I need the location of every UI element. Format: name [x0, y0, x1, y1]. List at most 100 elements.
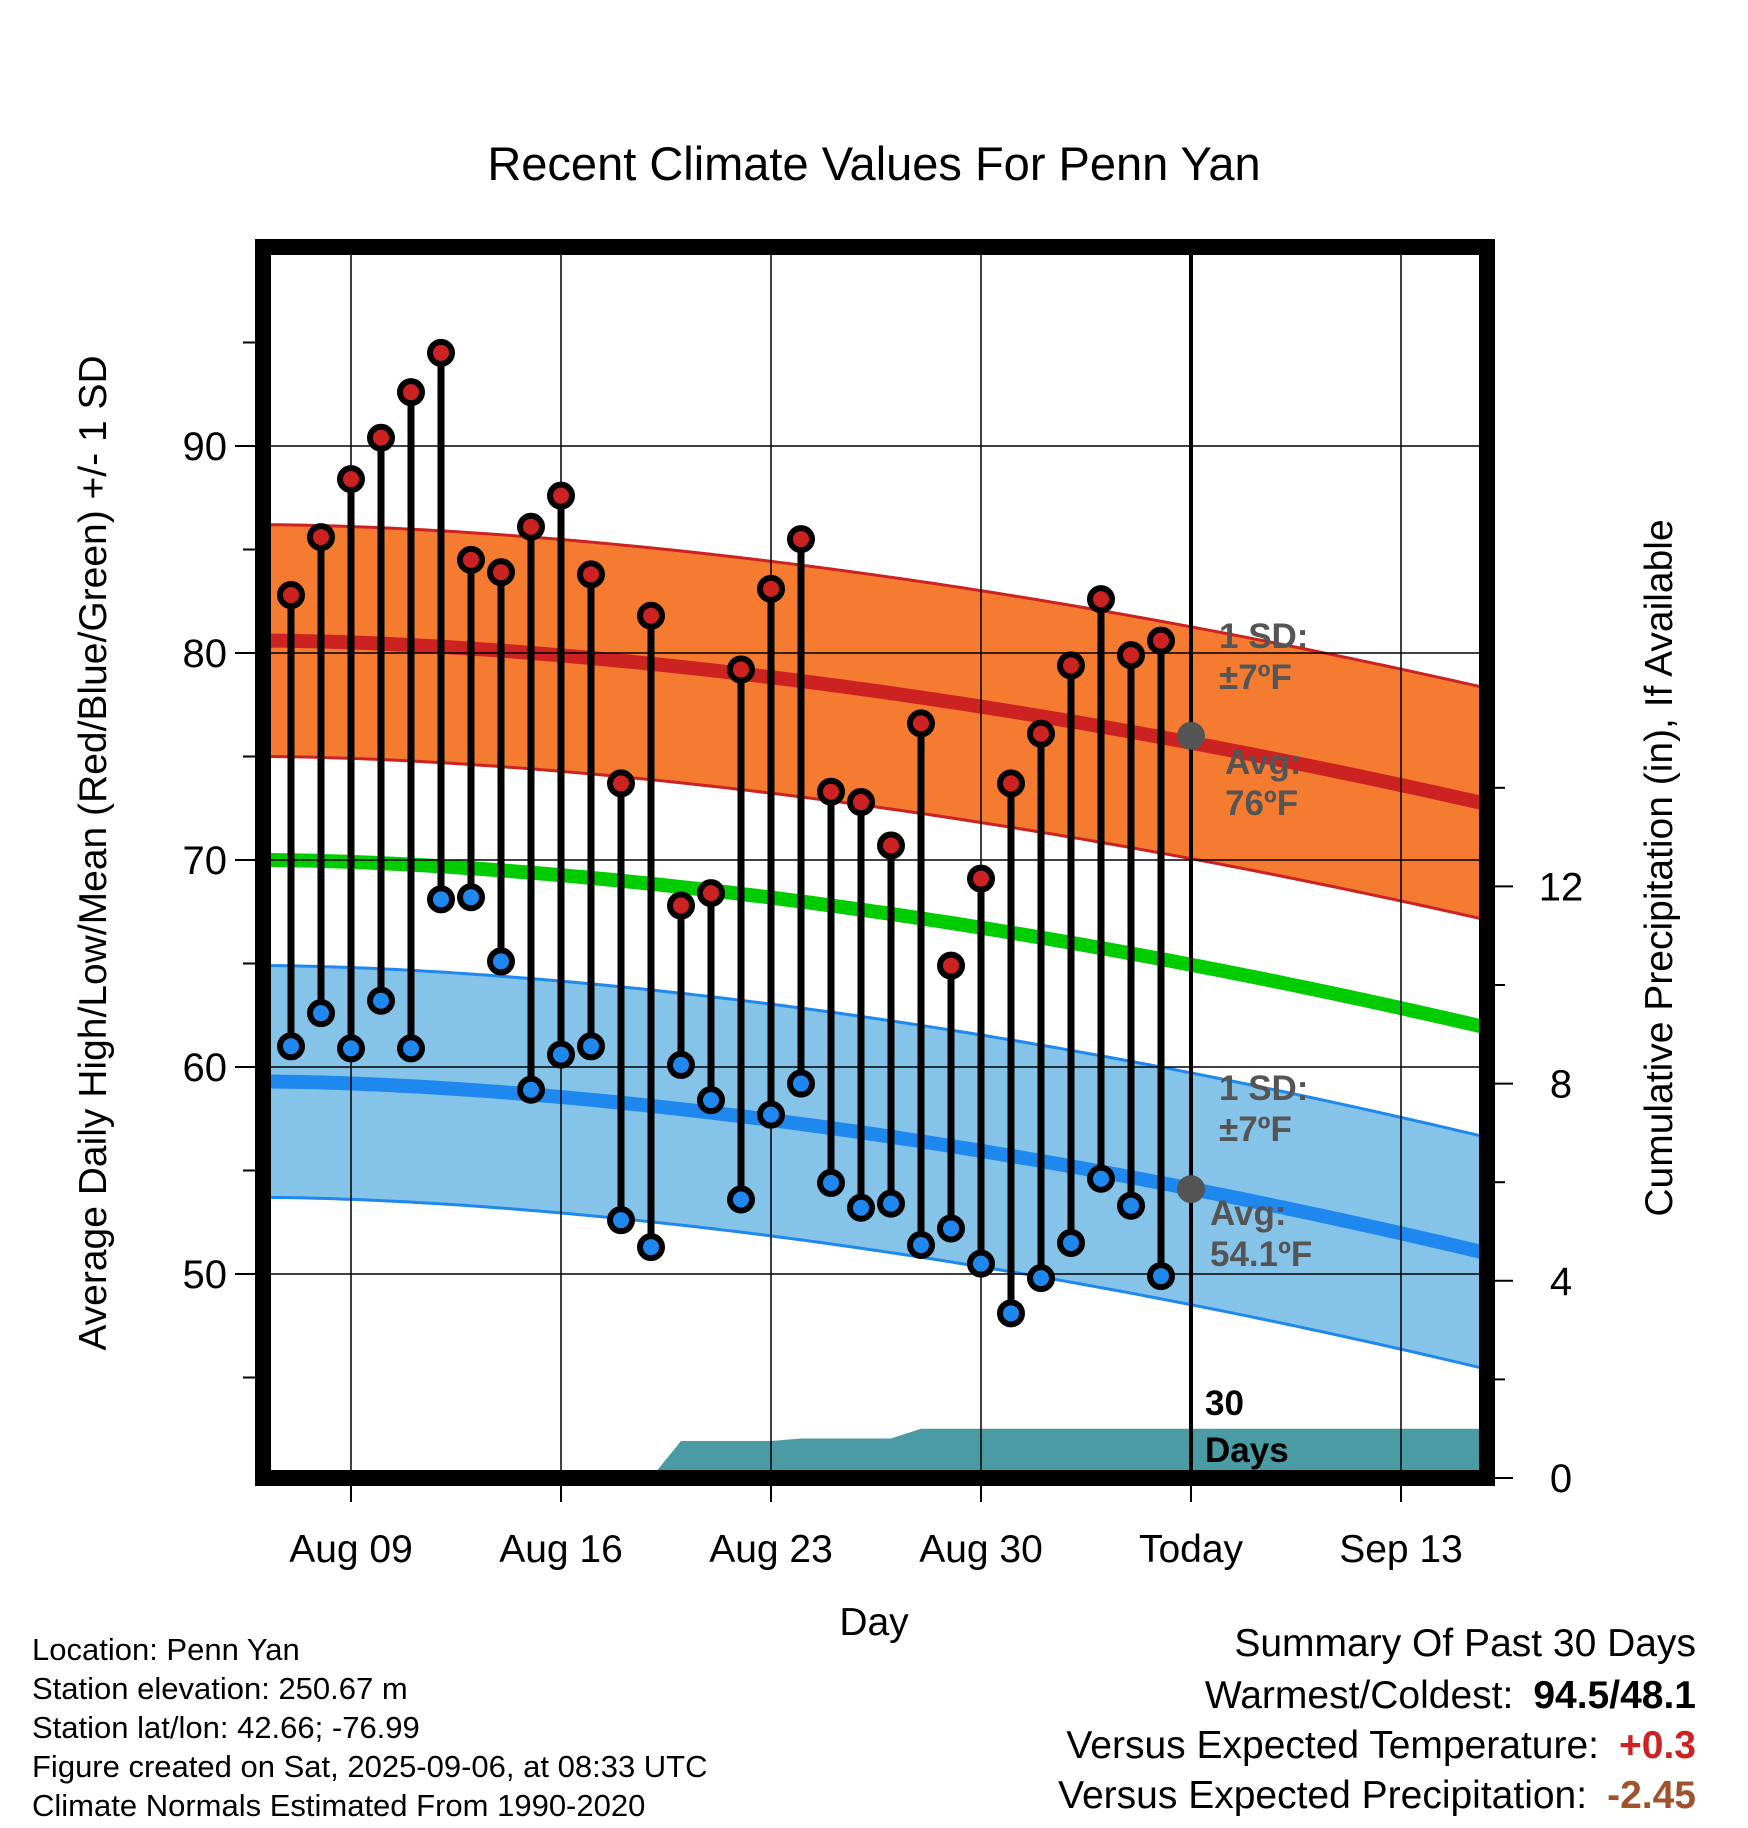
daily-low-point: [967, 1249, 995, 1278]
daily-high-point: [787, 525, 815, 554]
low-sd-lower-line: [262, 1195, 1488, 1371]
daily-high-point: [1087, 585, 1115, 614]
daily-high-point: [697, 879, 725, 908]
daily-high-point: [937, 951, 965, 980]
daily-low-point: [277, 1032, 305, 1061]
daily-high-point: [607, 769, 635, 798]
x-tick-label: Aug 30: [919, 1528, 1043, 1571]
daily-high-point: [637, 601, 665, 630]
x-tick-label: Aug 23: [709, 1528, 833, 1571]
daily-high-point: [307, 523, 335, 552]
y-tick-label: 60: [183, 1046, 228, 1090]
daily-high-point: [1117, 641, 1145, 670]
station-latlon: Station lat/lon: 42.66; -76.99: [32, 1710, 420, 1745]
daily-low-point: [487, 947, 515, 976]
low-sd-band: [263, 965, 1487, 1370]
daily-high-point: [397, 378, 425, 407]
low-avg-value: 54.1ºF: [1210, 1235, 1312, 1274]
summary-precip-row: Versus Expected Precipitation: -2.45: [1058, 1774, 1696, 1818]
daily-low-point: [1027, 1264, 1055, 1293]
daily-low-point: [787, 1069, 815, 1098]
daily-high-point: [577, 560, 605, 589]
summary-warmest-row: Warmest/Coldest: 94.5/48.1: [1205, 1674, 1696, 1718]
station-location: Location: Penn Yan: [32, 1632, 300, 1667]
precipitation-area: [291, 1428, 1487, 1478]
daily-high-point: [877, 831, 905, 860]
daily-low-point: [1117, 1191, 1145, 1220]
y2-tick-label: 0: [1550, 1457, 1572, 1501]
daily-high-point: [1057, 651, 1085, 680]
daily-low-point: [847, 1193, 875, 1222]
x-axis-label: Day: [839, 1601, 909, 1644]
daily-low-point: [517, 1075, 545, 1104]
daily-high-point: [667, 891, 695, 920]
normal-high-line: [262, 633, 1489, 811]
today-normal-low-dot: [1177, 1175, 1205, 1204]
daily-high-point: [907, 709, 935, 738]
high-sd-value: ±7ºF: [1219, 658, 1292, 697]
summary-title: Summary Of Past 30 Days: [1234, 1622, 1696, 1665]
warmest-label: Warmest/Coldest:: [1204, 1674, 1514, 1717]
y-tick-label: 50: [183, 1253, 228, 1297]
high-sd-upper-line: [262, 523, 1488, 690]
high-sd-band: [263, 524, 1487, 921]
y2-axis-label: Cumulative Precipitation (in), If Availa…: [1638, 519, 1681, 1216]
daily-high-point: [277, 581, 305, 610]
y-axis-label: Average Daily High/Low/Mean (Red/Blue/Gr…: [72, 355, 115, 1350]
y2-tick-label: 12: [1539, 865, 1584, 909]
daily-low-point: [577, 1032, 605, 1061]
normal-low-line: [262, 1074, 1489, 1261]
x-tick-label: Sep 13: [1339, 1528, 1463, 1571]
daily-low-point: [907, 1231, 935, 1260]
daily-low-point: [757, 1100, 785, 1129]
high-avg-label: Avg:: [1225, 743, 1301, 782]
daily-high-point: [1027, 719, 1055, 748]
low-sd-upper-line: [262, 964, 1488, 1139]
daily-low-point: [937, 1214, 965, 1243]
daily-low-point: [427, 885, 455, 914]
daily-low-point: [397, 1034, 425, 1063]
precip-value: -2.45: [1607, 1774, 1696, 1817]
daily-low-point: [637, 1233, 665, 1262]
daily-low-point: [667, 1050, 695, 1079]
summary-temp-row: Versus Expected Temperature: +0.3: [1066, 1724, 1696, 1768]
daily-low-point: [1087, 1164, 1115, 1193]
daily-high-point: [457, 545, 485, 574]
daily-high-point: [757, 574, 785, 603]
daily-low-point: [697, 1086, 725, 1115]
daily-high-point: [847, 788, 875, 817]
daily-high-point: [487, 558, 515, 587]
daily-high-point: [997, 769, 1025, 798]
daily-high-point: [967, 864, 995, 893]
daily-low-point: [367, 986, 395, 1015]
daily-low-point: [877, 1189, 905, 1218]
chart-title: Recent Climate Values For Penn Yan: [487, 137, 1260, 190]
daily-high-point: [427, 338, 455, 367]
daily-high-point: [367, 423, 395, 452]
days-marker-number: 30: [1205, 1384, 1244, 1423]
high-sd-label: 1 SD:: [1219, 617, 1308, 656]
daily-low-point: [547, 1040, 575, 1069]
daily-high-point: [337, 465, 365, 494]
daily-high-point: [727, 655, 755, 684]
daily-low-point: [997, 1299, 1025, 1328]
temp-label: Versus Expected Temperature:: [1066, 1724, 1599, 1767]
daily-low-point: [817, 1168, 845, 1197]
precip-label: Versus Expected Precipitation:: [1058, 1774, 1588, 1817]
daily-low-point: [1147, 1262, 1175, 1291]
daily-low-point: [307, 999, 335, 1028]
warmest-value: 94.5/48.1: [1533, 1674, 1696, 1717]
normal-mean-line: [262, 853, 1489, 1035]
low-sd-label: 1 SD:: [1219, 1069, 1308, 1108]
days-marker-unit: Days: [1205, 1431, 1289, 1470]
daily-high-point: [547, 481, 575, 510]
x-tick-label: Today: [1139, 1528, 1244, 1571]
station-elevation: Station elevation: 250.67 m: [32, 1671, 408, 1706]
y-tick-label: 70: [183, 839, 228, 883]
daily-low-point: [337, 1034, 365, 1063]
daily-low-point: [1057, 1228, 1085, 1257]
daily-low-point: [727, 1185, 755, 1214]
climate-normals: Climate Normals Estimated From 1990-2020: [32, 1788, 646, 1823]
daily-high-point: [1147, 626, 1175, 655]
